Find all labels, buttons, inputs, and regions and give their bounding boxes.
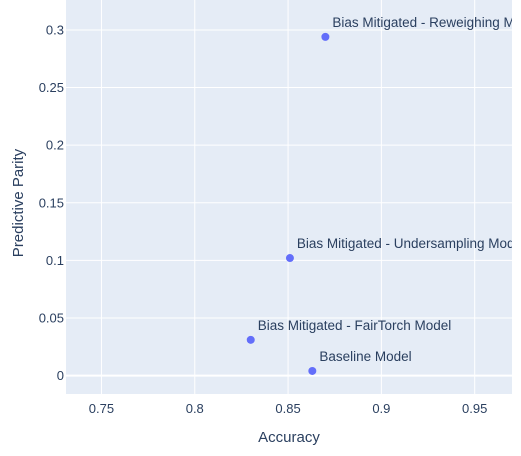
y-axis-ticks: 0 0.05 0.1 0.15 0.2 0.25 0.3 xyxy=(39,22,64,383)
x-tick-label: 0.9 xyxy=(372,401,390,416)
point-label: Bias Mitigated - FairTorch Model xyxy=(258,318,452,333)
x-tick-label: 0.85 xyxy=(275,401,300,416)
x-axis-ticks: 0.75 0.8 0.85 0.9 0.95 xyxy=(89,401,488,416)
y-tick-label: 0 xyxy=(57,368,64,383)
point-label: Baseline Model xyxy=(319,349,411,364)
y-tick-label: 0.15 xyxy=(39,195,64,210)
data-point xyxy=(308,367,316,375)
plot-background xyxy=(66,0,512,394)
x-tick-label: 0.8 xyxy=(186,401,204,416)
data-point xyxy=(247,336,255,344)
y-tick-label: 0.25 xyxy=(39,80,64,95)
y-tick-label: 0.2 xyxy=(46,138,64,153)
y-axis-title: Predictive Parity xyxy=(10,148,27,257)
x-axis-title: Accuracy xyxy=(258,429,320,446)
y-tick-label: 0.3 xyxy=(46,22,64,37)
point-label: Bias Mitigated - Reweighing Model xyxy=(332,15,521,30)
y-tick-label: 0.05 xyxy=(39,310,64,325)
point-label: Bias Mitigated - Undersampling Model xyxy=(297,236,521,251)
x-tick-label: 0.75 xyxy=(89,401,114,416)
x-tick-label: 0.95 xyxy=(462,401,487,416)
data-point xyxy=(286,254,294,262)
data-point xyxy=(321,33,329,41)
y-tick-label: 0.1 xyxy=(46,253,64,268)
